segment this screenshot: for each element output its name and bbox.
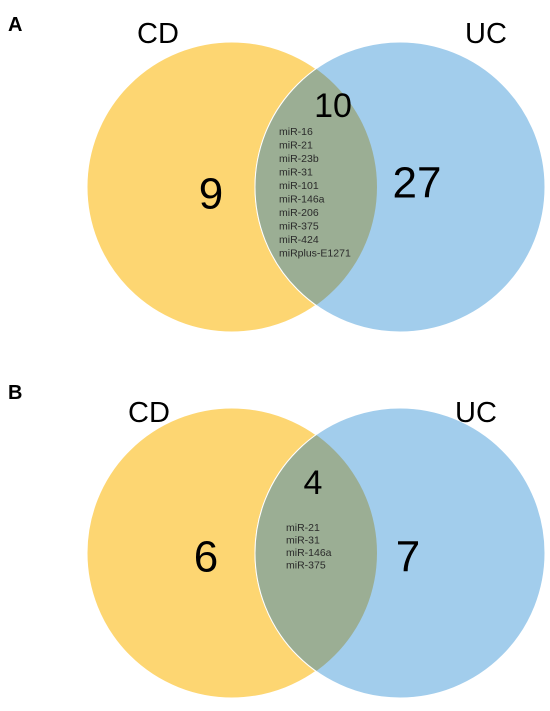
- mirna-label: miR-101: [279, 180, 319, 192]
- uc-only-count-b: 7: [396, 533, 420, 582]
- overlap-count-a: 10: [314, 87, 352, 125]
- set-label-uc-a: UC: [465, 18, 507, 50]
- overlap-region-b: [254, 408, 377, 698]
- overlap-region-a: [254, 42, 377, 332]
- mirna-label: miR-31: [286, 535, 320, 547]
- panel-letter-a: A: [8, 14, 22, 36]
- mirna-label: miRplus-E1271: [279, 248, 351, 260]
- mirna-label: miR-31: [279, 167, 313, 179]
- mirna-label: miR-375: [279, 221, 319, 233]
- mirna-label: miR-21: [286, 522, 320, 534]
- overlap-count-b: 4: [304, 464, 323, 502]
- panel-letter-b: B: [8, 382, 22, 404]
- venn-panel-b: B CD UC 6 7 4 miR-21miR-31miR-146amiR-37…: [8, 382, 546, 699]
- set-label-uc-b: UC: [455, 397, 497, 429]
- mirna-label: miR-23b: [279, 153, 319, 165]
- cd-only-count-b: 6: [194, 533, 218, 582]
- mirna-label: miR-21: [279, 140, 313, 152]
- mirna-label: miR-16: [279, 126, 313, 138]
- mirna-label: miR-375: [286, 560, 326, 572]
- cd-only-count-a: 9: [199, 170, 223, 219]
- mirna-label: miR-146a: [286, 547, 332, 559]
- mirna-label: miR-146a: [279, 194, 325, 206]
- uc-only-count-a: 27: [393, 159, 442, 208]
- set-label-cd-a: CD: [137, 18, 179, 50]
- mirna-label: miR-424: [279, 234, 319, 246]
- mirna-label: miR-206: [279, 207, 319, 219]
- set-label-cd-b: CD: [128, 397, 170, 429]
